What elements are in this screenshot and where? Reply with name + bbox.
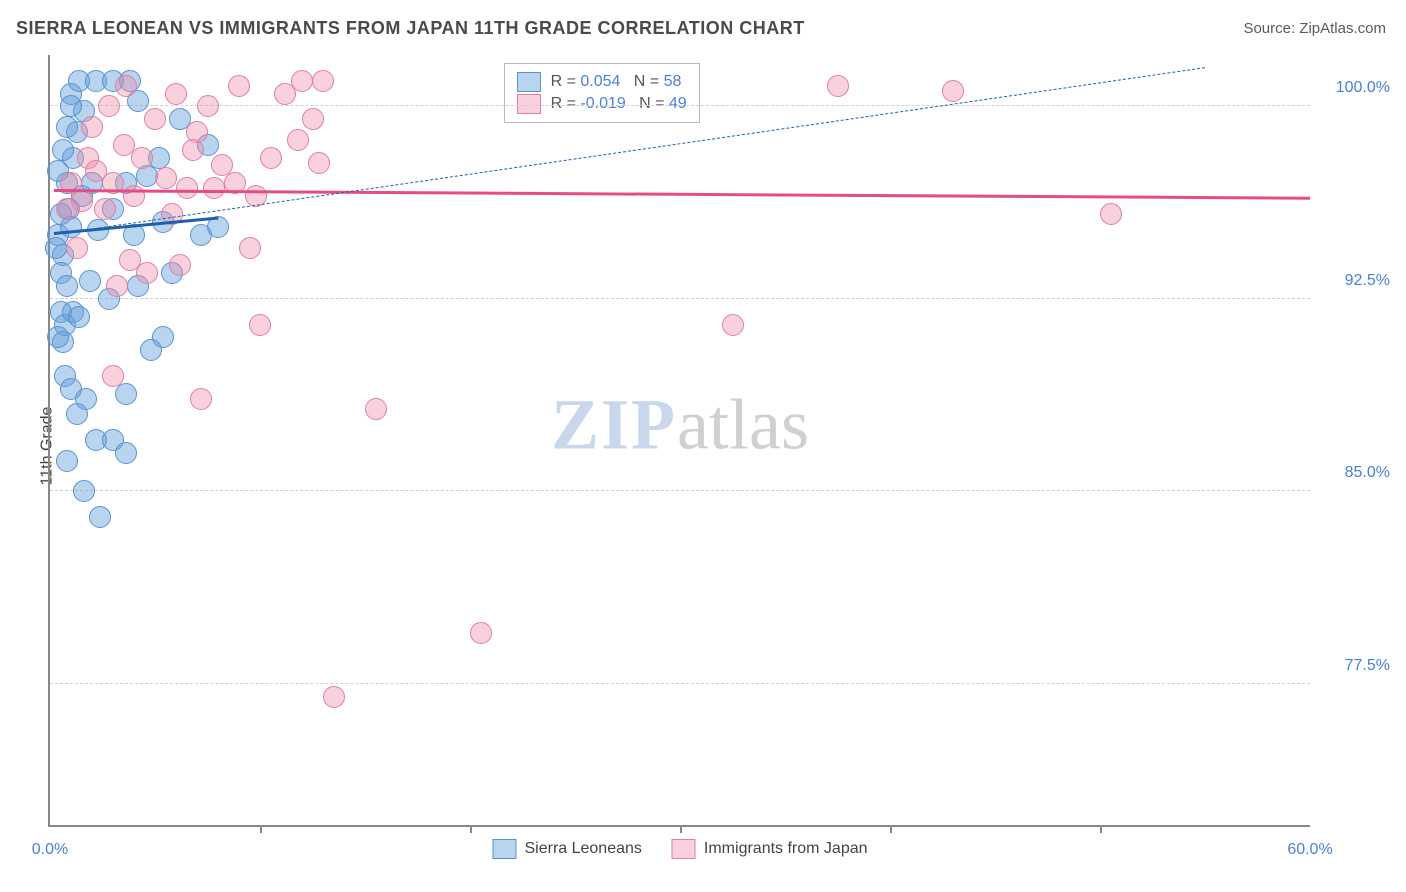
x-tick xyxy=(260,825,262,833)
x-tick-label: 0.0% xyxy=(32,841,68,859)
dot-immigrants-japan xyxy=(470,622,492,644)
gridline-h xyxy=(50,683,1310,684)
dot-immigrants-japan xyxy=(106,275,128,297)
legend-swatch xyxy=(517,72,541,92)
x-tick xyxy=(680,825,682,833)
y-tick-label: 85.0% xyxy=(1345,464,1390,482)
dot-immigrants-japan xyxy=(722,314,744,336)
dot-immigrants-japan xyxy=(165,83,187,105)
x-tick xyxy=(890,825,892,833)
gridline-h xyxy=(50,105,1310,106)
gridline-h xyxy=(50,298,1310,299)
dot-immigrants-japan xyxy=(323,686,345,708)
gridline-h xyxy=(50,490,1310,491)
scatter-plot: ZIPatlas R = 0.054 N = 58R = -0.019 N = … xyxy=(48,55,1310,827)
dot-immigrants-japan xyxy=(827,75,849,97)
dot-immigrants-japan xyxy=(190,388,212,410)
y-tick-label: 100.0% xyxy=(1336,79,1390,97)
dot-sierra-leonean xyxy=(45,237,67,259)
dot-immigrants-japan xyxy=(182,139,204,161)
dot-immigrants-japan xyxy=(942,80,964,102)
dot-immigrants-japan xyxy=(102,365,124,387)
y-tick-label: 77.5% xyxy=(1345,657,1390,675)
dot-immigrants-japan xyxy=(136,262,158,284)
dot-sierra-leonean xyxy=(56,450,78,472)
series-legend-label: Sierra Leoneans xyxy=(524,840,641,858)
x-tick-label: 60.0% xyxy=(1287,841,1332,859)
chart-title: SIERRA LEONEAN VS IMMIGRANTS FROM JAPAN … xyxy=(16,18,805,39)
series-legend: Sierra Leoneans Immigrants from Japan xyxy=(492,839,867,859)
watermark: ZIPatlas xyxy=(551,383,809,466)
series-legend-label: Immigrants from Japan xyxy=(704,840,868,858)
dot-immigrants-japan xyxy=(291,70,313,92)
watermark-atlas: atlas xyxy=(677,384,809,464)
dot-sierra-leonean xyxy=(47,326,69,348)
dot-sierra-leonean xyxy=(68,306,90,328)
dot-sierra-leonean xyxy=(115,442,137,464)
dot-immigrants-japan xyxy=(66,237,88,259)
stats-legend-row: R = 0.054 N = 58 xyxy=(517,72,687,92)
dot-immigrants-japan xyxy=(302,108,324,130)
dot-sierra-leonean xyxy=(60,95,82,117)
dot-immigrants-japan xyxy=(94,198,116,220)
dot-immigrants-japan xyxy=(1100,203,1122,225)
dot-sierra-leonean xyxy=(73,480,95,502)
dot-immigrants-japan xyxy=(155,167,177,189)
dot-sierra-leonean xyxy=(115,383,137,405)
watermark-zip: ZIP xyxy=(551,384,677,464)
stats-legend-row: R = -0.019 N = 49 xyxy=(517,94,687,114)
series-legend-item: Sierra Leoneans xyxy=(492,839,641,859)
dot-immigrants-japan xyxy=(176,177,198,199)
legend-swatch xyxy=(517,94,541,114)
dot-immigrants-japan xyxy=(312,70,334,92)
dot-immigrants-japan xyxy=(81,116,103,138)
stats-legend: R = 0.054 N = 58R = -0.019 N = 49 xyxy=(504,63,700,123)
dot-immigrants-japan xyxy=(260,147,282,169)
dot-immigrants-japan xyxy=(131,147,153,169)
dot-sierra-leonean xyxy=(56,116,78,138)
dot-immigrants-japan xyxy=(113,134,135,156)
dot-sierra-leonean xyxy=(52,139,74,161)
dot-sierra-leonean xyxy=(56,275,78,297)
x-tick xyxy=(470,825,472,833)
dot-sierra-leonean xyxy=(75,388,97,410)
dot-immigrants-japan xyxy=(249,314,271,336)
dot-sierra-leonean xyxy=(152,326,174,348)
dot-immigrants-japan xyxy=(169,254,191,276)
dot-immigrants-japan xyxy=(287,129,309,151)
dot-immigrants-japan xyxy=(228,75,250,97)
source-label: Source: ZipAtlas.com xyxy=(1243,20,1386,37)
dot-immigrants-japan xyxy=(203,177,225,199)
dot-immigrants-japan xyxy=(239,237,261,259)
series-legend-item: Immigrants from Japan xyxy=(672,839,868,859)
legend-swatch xyxy=(672,839,696,859)
dot-immigrants-japan xyxy=(365,398,387,420)
dot-immigrants-japan xyxy=(197,95,219,117)
trend-line-pink xyxy=(54,189,1310,199)
dot-sierra-leonean xyxy=(79,270,101,292)
y-tick-label: 92.5% xyxy=(1345,272,1390,290)
dot-immigrants-japan xyxy=(308,152,330,174)
dot-immigrants-japan xyxy=(98,95,120,117)
dot-sierra-leonean xyxy=(89,506,111,528)
dot-immigrants-japan xyxy=(144,108,166,130)
legend-swatch xyxy=(492,839,516,859)
x-tick xyxy=(1100,825,1102,833)
dot-immigrants-japan xyxy=(56,198,78,220)
dot-immigrants-japan xyxy=(115,75,137,97)
